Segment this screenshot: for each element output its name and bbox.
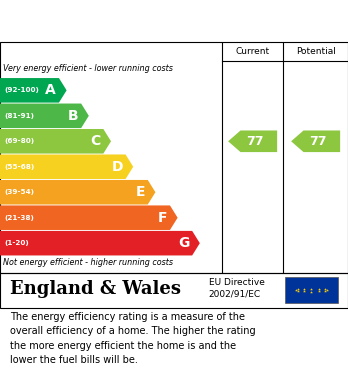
Text: (81-91): (81-91) (4, 113, 34, 119)
Text: G: G (178, 236, 189, 250)
Text: (39-54): (39-54) (4, 189, 34, 195)
Text: (69-80): (69-80) (4, 138, 34, 144)
Bar (285, 277, 338, 303)
Text: A: A (46, 83, 56, 97)
Text: E: E (135, 185, 145, 199)
Polygon shape (0, 231, 200, 255)
Polygon shape (228, 131, 277, 152)
Text: (21-38): (21-38) (4, 215, 34, 221)
Polygon shape (0, 180, 156, 204)
Text: 77: 77 (309, 135, 327, 148)
Polygon shape (0, 78, 66, 102)
Text: D: D (111, 160, 123, 174)
Text: Very energy efficient - lower running costs: Very energy efficient - lower running co… (3, 63, 173, 72)
Polygon shape (0, 129, 111, 154)
Polygon shape (291, 131, 340, 152)
Text: Energy Efficiency Rating: Energy Efficiency Rating (10, 14, 221, 29)
Text: 77: 77 (246, 135, 264, 148)
Text: (92-100): (92-100) (4, 87, 39, 93)
Text: The energy efficiency rating is a measure of the
overall efficiency of a home. T: The energy efficiency rating is a measur… (10, 312, 256, 365)
Text: F: F (158, 211, 167, 225)
Polygon shape (0, 205, 177, 230)
Text: B: B (68, 109, 78, 123)
Text: EU Directive
2002/91/EC: EU Directive 2002/91/EC (209, 278, 265, 299)
Text: (55-68): (55-68) (4, 164, 34, 170)
Text: Potential: Potential (296, 47, 335, 56)
Text: Not energy efficient - higher running costs: Not energy efficient - higher running co… (3, 258, 174, 267)
Text: C: C (90, 134, 101, 148)
Text: Current: Current (236, 47, 270, 56)
Text: England & Wales: England & Wales (10, 280, 181, 298)
Polygon shape (0, 104, 89, 128)
Polygon shape (0, 154, 133, 179)
Text: (1-20): (1-20) (4, 240, 29, 246)
